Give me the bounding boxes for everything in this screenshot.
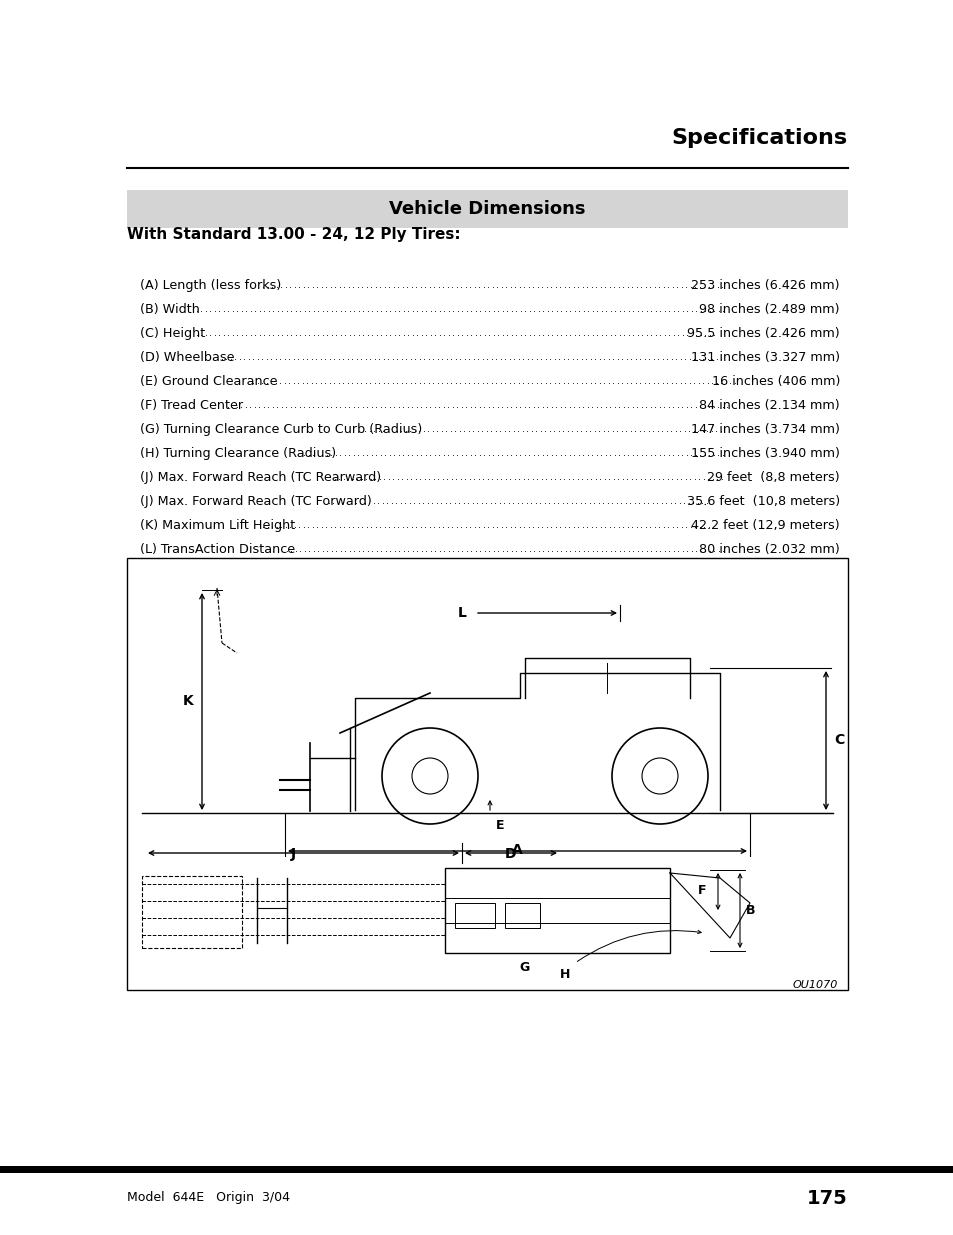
Text: 84 inches (2.134 mm): 84 inches (2.134 mm): [699, 399, 840, 412]
Text: E: E: [496, 819, 504, 832]
Text: 98 inches (2.489 mm): 98 inches (2.489 mm): [699, 304, 840, 316]
Bar: [444, 868, 669, 953]
Text: J: J: [290, 847, 295, 861]
Text: (K) Maximum Lift Height: (K) Maximum Lift Height: [140, 520, 294, 532]
Text: (F) Tread Center: (F) Tread Center: [140, 399, 243, 412]
Text: L: L: [457, 606, 467, 620]
Bar: [142, 876, 242, 948]
Text: (L) TransAction Distance: (L) TransAction Distance: [140, 543, 299, 557]
Text: 253 inches (6.426 mm): 253 inches (6.426 mm): [691, 279, 840, 293]
Text: 175: 175: [806, 1188, 847, 1208]
Text: (E) Ground Clearance: (E) Ground Clearance: [140, 375, 281, 389]
Text: A: A: [511, 844, 522, 857]
Text: G: G: [519, 961, 530, 974]
Text: 95.5 inches (2.426 mm): 95.5 inches (2.426 mm): [687, 327, 840, 341]
Text: 147 inches (3.734 mm): 147 inches (3.734 mm): [690, 424, 840, 436]
Text: 35.6 feet  (10,8 meters): 35.6 feet (10,8 meters): [686, 495, 840, 509]
Text: With Standard 13.00 - 24, 12 Ply Tires:: With Standard 13.00 - 24, 12 Ply Tires:: [127, 227, 460, 242]
Text: 80 inches (2.032 mm): 80 inches (2.032 mm): [699, 543, 840, 557]
Text: 16 inches (406 mm): 16 inches (406 mm): [711, 375, 840, 389]
Text: Model  644E   Origin  3/04: Model 644E Origin 3/04: [127, 1192, 290, 1204]
Text: B: B: [745, 904, 755, 916]
Bar: [504, 903, 539, 927]
Text: 131 inches (3.327 mm): 131 inches (3.327 mm): [690, 352, 840, 364]
Text: (D) Wheelbase: (D) Wheelbase: [140, 352, 238, 364]
Text: (H) Turning Clearance (Radius): (H) Turning Clearance (Radius): [140, 447, 340, 461]
Text: H: H: [559, 968, 570, 981]
Text: 155 inches (3.940 mm): 155 inches (3.940 mm): [690, 447, 840, 461]
Text: (J) Max. Forward Reach (TC Forward): (J) Max. Forward Reach (TC Forward): [140, 495, 372, 509]
Text: K: K: [183, 694, 193, 708]
Text: OU1070: OU1070: [792, 981, 837, 990]
Bar: [455, 903, 495, 927]
Text: 42.2 feet (12,9 meters): 42.2 feet (12,9 meters): [691, 520, 840, 532]
Text: Specifications: Specifications: [671, 128, 847, 148]
Text: D: D: [505, 847, 517, 861]
Text: (C) Height: (C) Height: [140, 327, 205, 341]
Bar: [127, 558, 847, 990]
Bar: [127, 190, 847, 228]
Text: F: F: [697, 884, 705, 898]
Text: (G) Turning Clearance Curb to Curb (Radius): (G) Turning Clearance Curb to Curb (Radi…: [140, 424, 422, 436]
Text: (B) Width: (B) Width: [140, 304, 204, 316]
Text: 29 feet  (8,8 meters): 29 feet (8,8 meters): [706, 472, 840, 484]
Text: Vehicle Dimensions: Vehicle Dimensions: [389, 200, 585, 219]
Text: (J) Max. Forward Reach (TC Rearward): (J) Max. Forward Reach (TC Rearward): [140, 472, 385, 484]
Text: C: C: [833, 734, 843, 747]
Bar: [0, 1166, 953, 1173]
Text: (A) Length (less forks): (A) Length (less forks): [140, 279, 281, 293]
